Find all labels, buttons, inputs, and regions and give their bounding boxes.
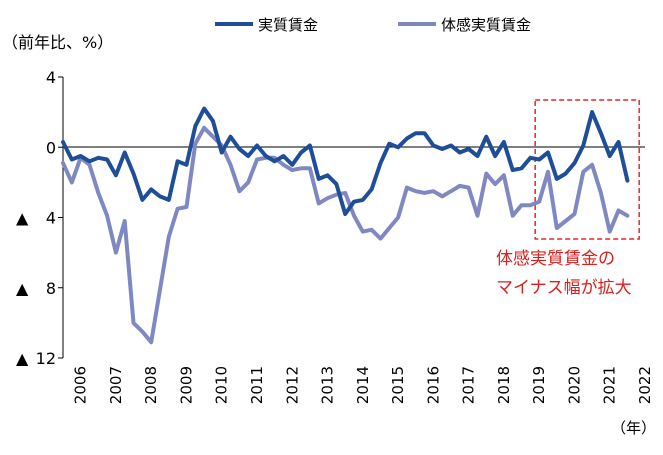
x-tick-label: 2011 [248, 366, 266, 404]
x-tick-label: 2018 [495, 366, 513, 404]
x-tick-label: 2006 [72, 366, 90, 404]
x-tick-label: 2014 [354, 366, 372, 404]
x-tick-label: 2017 [460, 366, 478, 404]
annotation-line-2: マイナス幅が拡大 [496, 278, 632, 298]
x-tick-label: 2012 [283, 366, 301, 404]
y-tick-label: 4 [46, 209, 56, 228]
x-tick-label: 2007 [107, 366, 125, 404]
x-tick-label: 2013 [319, 366, 337, 404]
x-tick-label: 2021 [601, 366, 619, 404]
annotation-line-1: 体感実質賃金の [496, 249, 615, 269]
x-unit-label: （年） [611, 419, 656, 437]
legend: 実質賃金 体感実質賃金 [215, 16, 531, 34]
legend-label-perceived-real-wage: 体感実質賃金 [441, 16, 531, 34]
series-line-perceived-real-wage [61, 125, 630, 345]
x-axis-ticks: 2006 2007 2008 2009 2010 2011 2012 2013 2014 2015… [72, 366, 654, 404]
y-tick-negative-marker: ▲ [16, 209, 29, 228]
y-tick-label: 12 [36, 349, 56, 368]
x-tick-label: 2008 [142, 366, 160, 404]
x-tick-label: 2009 [177, 366, 195, 404]
y-unit-label: （前年比、%） [2, 33, 113, 52]
x-tick-label: 2022 [636, 366, 654, 404]
x-tick-label: 2010 [213, 366, 231, 404]
y-tick-label: 8 [46, 279, 56, 298]
x-tick-label: 2019 [530, 366, 548, 404]
y-tick-label: 4 [46, 68, 56, 87]
x-tick-label: 2016 [424, 366, 442, 404]
legend-label-real-wage: 実質賃金 [258, 16, 318, 34]
series-line-real-wage [61, 106, 630, 216]
y-tick-negative-marker: ▲ [16, 279, 29, 298]
y-axis-ticks: 4 0 4 ▲ 8 ▲ 12 ▲ [16, 68, 63, 368]
x-tick-label: 2015 [389, 366, 407, 404]
highlight-box [534, 99, 640, 240]
y-tick-negative-marker: ▲ [16, 349, 29, 368]
x-tick-label: 2020 [565, 366, 583, 404]
series-lines [61, 106, 630, 345]
y-tick-label: 0 [46, 138, 56, 157]
